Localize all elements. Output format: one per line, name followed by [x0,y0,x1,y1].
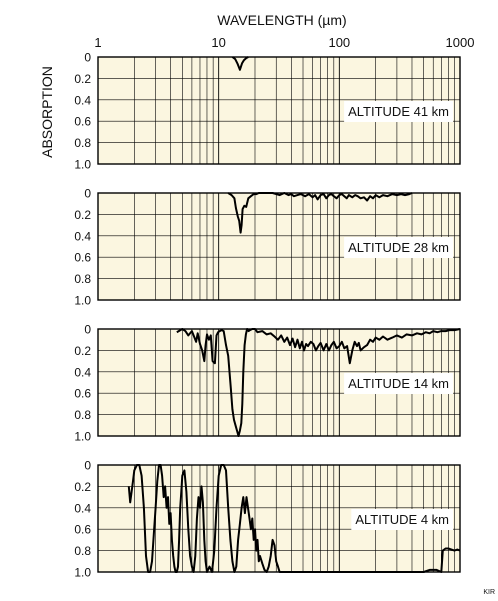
y-tick-label: 0.6 [74,387,91,401]
y-tick-label: 0.2 [74,72,91,86]
panel-frame [97,192,461,301]
y-tick-label: 0.4 [74,501,91,515]
panel-2: 0 0.2 0.4 0.6 0.8 1.0 ALTITUDE 28 km [74,187,461,308]
y-tick-label: 0.8 [74,136,91,150]
y-tick-label: 1.0 [74,566,91,580]
x-tick-labels: 1 10 100 1000 [94,35,474,50]
panel-frame [97,328,461,437]
y-tick-label: 0 [84,51,91,65]
y-axis-title: ABSORPTION [39,66,55,158]
panel-3: 0 0.2 0.4 0.6 0.8 1.0 ALTITUDE 14 km [74,323,461,444]
panel-label-box [344,373,453,394]
absorption-line [231,56,249,71]
chart-panels: 0 0.2 0.4 0.6 0.8 1.0 ALTITUDE 41 km 0 0.2 0.4 0.6… [74,51,461,580]
y-tick-label: 0.2 [74,344,91,358]
y-tick-label: 0.8 [74,544,91,558]
x-tick-label: 1 [94,35,101,50]
y-tick-label: 0.2 [74,208,91,222]
x-tick-label: 100 [328,35,350,50]
y-tick-label: 0.6 [74,523,91,537]
absorption-line [176,328,461,437]
panel-label: ALTITUDE 4 km [355,512,449,527]
y-tick-label: 1.0 [74,430,91,444]
x-tick-label: 1000 [446,35,475,50]
y-tick-label: 1.0 [74,158,91,172]
y-tick-label: 0 [84,187,91,201]
y-tick-label: 0.6 [74,251,91,265]
panel-4: 0 0.2 0.4 0.6 0.8 1.0 ALTITUDE 4 km [74,459,461,580]
y-tick-label: 0.4 [74,365,91,379]
panel-label: ALTITUDE 41 km [348,104,449,119]
panel-label: ALTITUDE 14 km [348,376,449,391]
panel-label-box [344,237,453,258]
y-tick-label: 1.0 [74,294,91,308]
absorption-line [127,464,461,573]
panel-label-box [351,509,453,530]
x-tick-label: 10 [211,35,225,50]
absorption-line [227,192,413,234]
y-tick-label: 0.8 [74,408,91,422]
y-tick-label: 0.6 [74,115,91,129]
panel-1: 0 0.2 0.4 0.6 0.8 1.0 ALTITUDE 41 km [74,51,461,172]
y-tick-label: 0.4 [74,93,91,107]
y-tick-label: 0.4 [74,229,91,243]
x-axis-title: WAVELENGTH (µm) [217,12,346,28]
y-tick-label: 0.8 [74,272,91,286]
credit-label: KIR [483,589,495,596]
panel-frame [97,56,461,165]
panel-label: ALTITUDE 28 km [348,240,449,255]
panel-label-box [344,101,453,122]
y-tick-label: 0.2 [74,480,91,494]
y-tick-label: 0 [84,459,91,473]
y-tick-label: 0 [84,323,91,337]
